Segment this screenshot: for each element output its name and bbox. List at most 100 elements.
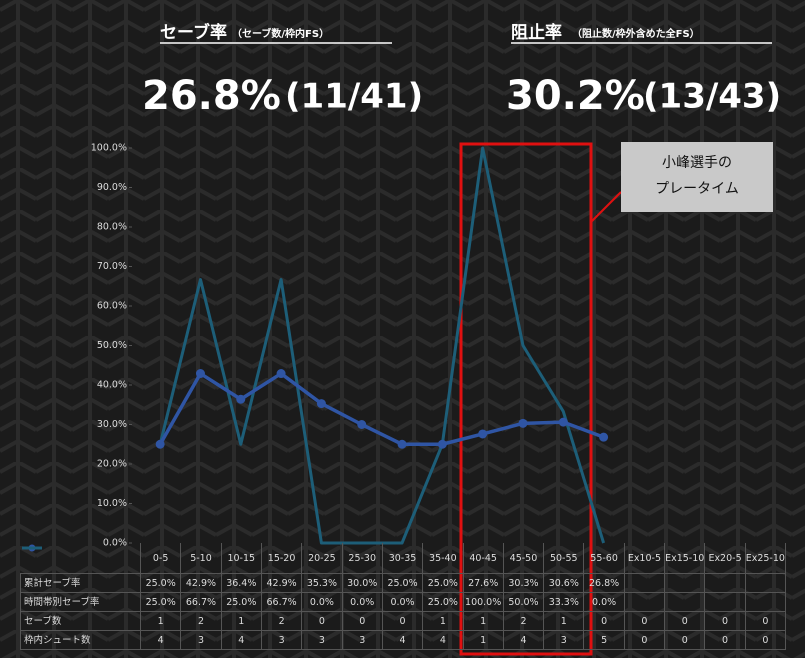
table-cell: 33.3% (543, 592, 585, 612)
table-cell (704, 573, 746, 593)
data-table: 0-5 5-10 10-15 15-20 20-25 25-30 30-35 35-40 40-… (20, 543, 787, 650)
x-tick-label: 20-25 (301, 543, 343, 574)
table-cell: 25.0% (381, 573, 424, 593)
table-cell: 1 (139, 611, 182, 631)
x-tick-label: Ex10-5 (623, 543, 666, 574)
table-cell (623, 573, 666, 593)
table-cell: 0 (744, 630, 787, 650)
x-tick-label: Ex25-10 (744, 543, 787, 574)
table-cell: 4 (139, 630, 182, 650)
title: 阻止率 (511, 22, 562, 43)
table-cell: 26.8% (583, 573, 625, 593)
table-cell: 66.7% (180, 592, 222, 612)
table-cell: 0 (664, 611, 706, 631)
table-cell (623, 592, 666, 612)
table-cell: 0 (664, 630, 706, 650)
point (276, 369, 286, 379)
y-tick-label: 0.0% (103, 538, 127, 549)
table-cell: 0.0% (381, 592, 424, 612)
legend-entry: 累計セーブ率 (20, 544, 141, 593)
x-tick-label: 5-10 (180, 543, 222, 574)
table-row: 枠内シュート数 4 3 4 3 3 3 4 4 1 4 3 5 0 0 0 0 (20, 630, 787, 650)
x-tick-label: 10-15 (220, 543, 262, 574)
point (558, 417, 568, 427)
table-cell (744, 573, 787, 593)
x-tick-label: 30-35 (381, 543, 424, 574)
row-label: 枠内シュート数 (20, 630, 141, 650)
rate: 26.8% (142, 73, 281, 119)
table-row: セーブ数 1 2 1 2 0 0 0 1 1 2 1 0 0 0 0 0 (20, 611, 787, 631)
series-line (158, 371, 605, 446)
point (357, 420, 367, 429)
table-cell: 66.7% (260, 592, 303, 612)
table-cell: 0 (341, 611, 383, 631)
point (316, 399, 326, 409)
x-tick-label: 25-30 (341, 543, 383, 574)
table-cell: 5 (583, 630, 625, 650)
table-cell: 25.0% (220, 592, 262, 612)
table-cell (744, 592, 787, 612)
table-cell (704, 592, 746, 612)
legend-entry: 時間帯別セーブ率 (20, 546, 141, 612)
point (599, 432, 609, 442)
table-cell: 0.0% (583, 592, 625, 612)
table-cell: 30.6% (543, 573, 585, 593)
table-cell: 1 (462, 611, 504, 631)
legend-label: 累計セーブ率 (24, 577, 81, 589)
point (437, 439, 447, 449)
table-cell: 0 (583, 611, 625, 631)
table-cell: 3 (341, 630, 383, 650)
annotation: 小峰選手の (662, 155, 732, 171)
table-cell: 100.0% (462, 592, 504, 612)
legend-label: 時間帯別セーブ率 (24, 596, 100, 608)
table-cell: 1 (543, 611, 585, 631)
subtitle: （阻止数/枠外含めた全FS） (572, 27, 700, 40)
y-tick-label: 50.0% (97, 340, 127, 351)
table-cell: 25.0% (139, 592, 182, 612)
x-tick-label: 55-60 (583, 543, 625, 574)
table-cell: 0 (704, 630, 746, 650)
highlight-box (459, 142, 593, 656)
annotation-box (621, 142, 773, 212)
table-row: 累計セーブ率 25.0% 42.9% 36.4% 42.9% 35.3% 30.0% 25.0… (20, 544, 787, 593)
table-cell: 3 (543, 630, 585, 650)
table-cell: 1 (422, 611, 464, 631)
ratio: (11/41) (285, 77, 423, 117)
subtitle: （セーブ数/枠内FS） (232, 27, 329, 40)
row-label: セーブ数 (20, 611, 141, 631)
ratio: (13/43) (643, 77, 781, 117)
table-cell: 4 (502, 630, 545, 650)
x-tick-label: Ex15-10 (664, 543, 706, 574)
point (518, 418, 528, 428)
table-cell: 27.6% (462, 573, 504, 593)
table-cell: 2 (260, 611, 303, 631)
y-tick-label: 30.0% (97, 419, 127, 430)
x-tick-label: 0-5 (139, 543, 182, 574)
y-tick-label: 40.0% (97, 380, 127, 391)
y-tick-label: 100.0% (91, 143, 127, 154)
rate: 30.2% (506, 73, 645, 119)
table-cell: 0 (744, 611, 787, 631)
table-cell: 4 (422, 630, 464, 650)
table-cell: 0 (623, 630, 666, 650)
x-tick-label: Ex20-5 (704, 543, 746, 574)
table-cell: 3 (180, 630, 222, 650)
table-cell: 0.0% (341, 592, 383, 612)
y-tick-label: 70.0% (97, 261, 127, 272)
point (478, 429, 488, 439)
y-tick-label: 90.0% (97, 182, 127, 193)
x-tick-label: 35-40 (422, 543, 464, 574)
table-cell: 1 (220, 611, 262, 631)
table-cell: 0 (381, 611, 424, 631)
annotation: プレータイム (655, 181, 739, 197)
x-tick-label: 15-20 (260, 543, 303, 574)
table-cell: 0 (704, 611, 746, 631)
table-cell: 35.3% (301, 573, 343, 593)
point (155, 439, 165, 449)
header: セーブ率 （セーブ数/枠内FS） 26.8% (11/41) 阻止率 （阻止数/… (142, 22, 781, 119)
table-cell: 4 (381, 630, 424, 650)
y-tick-label: 10.0% (97, 498, 127, 509)
table-cell: 42.9% (260, 573, 303, 593)
y-tick-label: 60.0% (97, 301, 127, 312)
